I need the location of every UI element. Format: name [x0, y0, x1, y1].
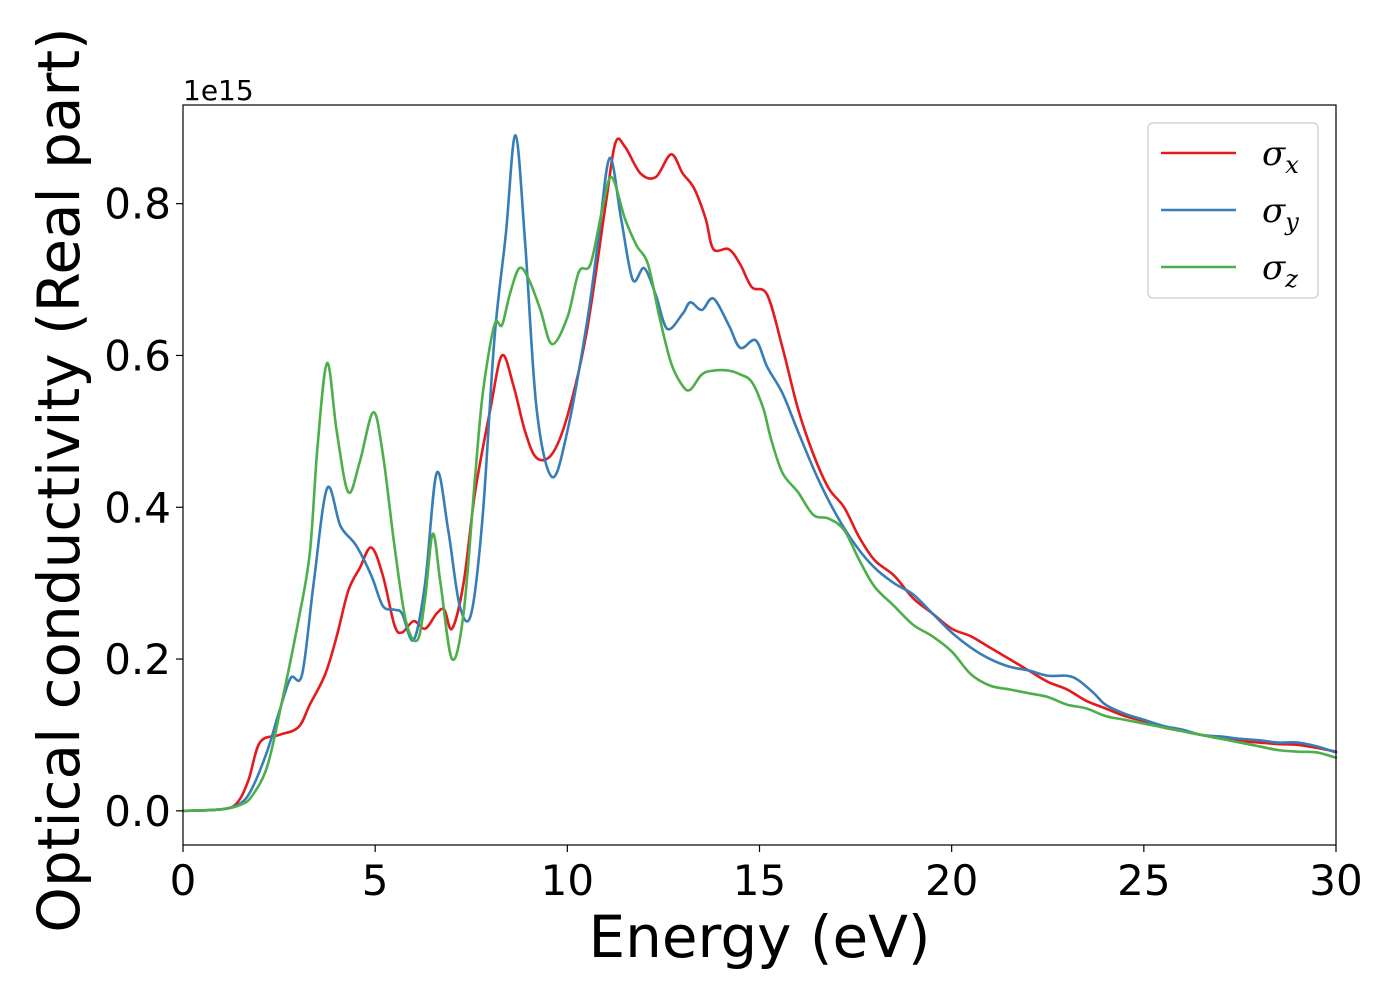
x-tick-label: 25	[1117, 856, 1170, 905]
x-tick-label: 5	[362, 856, 389, 905]
series-layer	[181, 134, 1338, 813]
x-axis-title: Energy (eV)	[588, 903, 930, 971]
y-tick-label: 0.0	[104, 787, 171, 836]
legend-label-z: σz	[1262, 248, 1298, 293]
x-tick-label: 15	[733, 856, 786, 905]
x-axis: 0 5 10 15 20 25 30	[170, 845, 1363, 905]
y-tick-label: 0.4	[104, 483, 171, 532]
legend-label-x: σx	[1262, 134, 1299, 179]
y-tick-label: 0.8	[104, 180, 171, 229]
y-tick-label: 0.2	[104, 635, 171, 684]
x-tick-label: 20	[925, 856, 978, 905]
series-line-x	[181, 137, 1338, 813]
y-tick-label: 0.6	[104, 331, 171, 380]
legend: σx σy σz	[1147, 122, 1319, 299]
x-tick-label: 10	[541, 856, 594, 905]
legend-label-y: σy	[1262, 191, 1299, 236]
y-axis: 0.0 0.2 0.4 0.6 0.8	[104, 180, 183, 836]
x-tick-label: 30	[1309, 856, 1362, 905]
y-offset-text: 1e15	[183, 74, 254, 107]
series-line-z	[181, 175, 1338, 813]
y-axis-title: Optical conductivity (Real part)	[25, 27, 93, 932]
x-tick-label: 0	[170, 856, 197, 905]
